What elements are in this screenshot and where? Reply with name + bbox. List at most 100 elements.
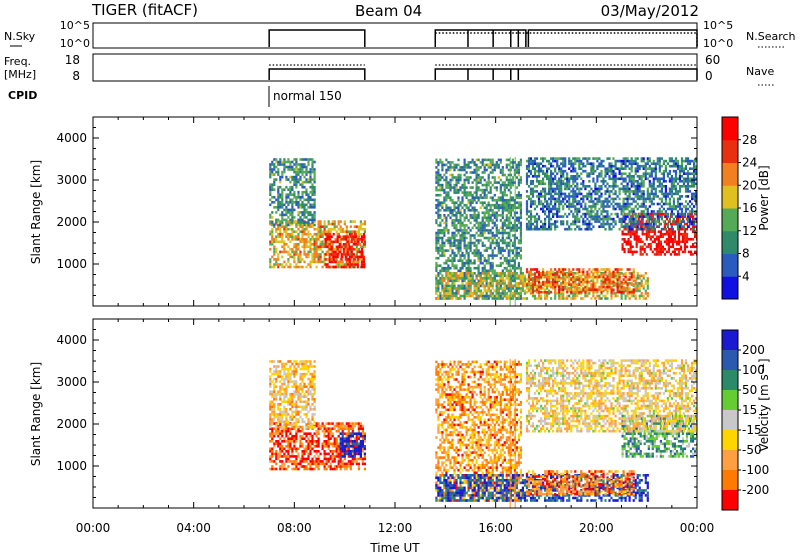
- power-cell: [313, 201, 316, 204]
- power-cell: [469, 284, 472, 288]
- power-cell: [491, 266, 494, 270]
- power-cell: [600, 162, 603, 165]
- power-cell: [301, 238, 304, 241]
- power-cell: [291, 238, 294, 241]
- power-cell: [287, 216, 290, 219]
- power-cell: [439, 221, 442, 225]
- power-cell: [495, 188, 498, 192]
- power-cell: [562, 288, 565, 291]
- power-cell: [269, 222, 272, 226]
- power-cell: [435, 181, 438, 184]
- power-cell: [303, 203, 306, 207]
- power-cell: [340, 245, 343, 249]
- power-cell: [517, 226, 520, 230]
- power-cell: [465, 266, 468, 270]
- power-cell: [661, 245, 664, 249]
- power-cell: [328, 238, 331, 241]
- power-cell: [465, 277, 468, 280]
- power-cell: [560, 180, 563, 183]
- power-cell: [596, 177, 599, 181]
- power-cell: [303, 170, 306, 174]
- power-cell: [463, 264, 466, 267]
- power-cell: [477, 158, 480, 162]
- power-cell: [279, 263, 282, 266]
- power-cell: [501, 254, 504, 257]
- power-cell: [299, 250, 302, 254]
- power-cell: [445, 183, 448, 187]
- power-cell: [459, 274, 462, 278]
- power-cell: [451, 284, 454, 288]
- power-cell: [511, 251, 514, 255]
- power-cell: [568, 200, 571, 203]
- power-cell: [346, 258, 349, 261]
- power-cell: [622, 210, 625, 213]
- power-cell: [560, 162, 563, 165]
- power-cell: [642, 202, 645, 206]
- power-cell: [487, 254, 490, 257]
- power-cell: [475, 188, 478, 192]
- power-cell: [622, 205, 625, 208]
- power-cell: [356, 238, 359, 241]
- power-cell: [435, 186, 438, 189]
- power-cell: [483, 269, 486, 273]
- power-cell: [487, 284, 490, 288]
- power-cell: [283, 260, 286, 264]
- power-cell: [625, 232, 628, 236]
- power-cell: [542, 157, 545, 160]
- power-cell: [345, 232, 348, 236]
- power-cell: [479, 181, 482, 184]
- power-cell: [473, 234, 476, 237]
- power-cell: [582, 207, 585, 211]
- power-cell: [360, 235, 363, 238]
- power-cell: [487, 269, 490, 273]
- power-cell: [501, 234, 504, 237]
- power-cell: [271, 201, 274, 204]
- power-cell: [519, 297, 522, 300]
- power-cell: [311, 178, 314, 181]
- power-cell: [527, 285, 531, 289]
- power-cell: [449, 272, 452, 275]
- power-cell: [533, 280, 537, 284]
- power-cell: [477, 173, 480, 177]
- power-cell: [517, 206, 520, 210]
- power-cell: [554, 177, 557, 181]
- power-cell: [342, 235, 345, 238]
- power-cell: [471, 196, 474, 199]
- power-cell: [602, 207, 605, 211]
- power-cell: [626, 195, 629, 198]
- power-cell: [572, 205, 575, 208]
- power-cell: [564, 157, 567, 160]
- power-cell: [279, 235, 282, 238]
- power-cell: [501, 209, 504, 212]
- power-cell: [519, 176, 522, 179]
- power-cell: [455, 191, 458, 194]
- power-cell: [309, 250, 312, 254]
- power-cell: [665, 230, 668, 233]
- power-cell: [519, 249, 522, 252]
- power-cell: [287, 260, 290, 264]
- power-cell: [637, 217, 640, 221]
- power-cell: [519, 241, 522, 245]
- power-cell: [604, 285, 607, 289]
- power-cell: [622, 202, 625, 206]
- power-cell: [283, 248, 286, 251]
- power-cell: [457, 181, 460, 184]
- power-cell: [437, 203, 440, 207]
- power-cell: [279, 201, 282, 204]
- power-cell: [289, 188, 292, 191]
- power-cell: [671, 250, 674, 254]
- power-cell: [483, 206, 486, 210]
- power-cell: [584, 227, 587, 231]
- power-cell: [499, 272, 502, 275]
- power-cell: [455, 181, 458, 184]
- power-cell: [455, 289, 458, 293]
- power-cell: [572, 297, 575, 300]
- power-cell: [465, 289, 468, 293]
- power-cell: [291, 165, 294, 169]
- power-cell: [342, 248, 345, 251]
- power-cell: [640, 217, 643, 221]
- power-cell: [610, 285, 613, 289]
- power-cell: [622, 273, 625, 276]
- power-cell: [465, 191, 468, 194]
- power-cell: [352, 248, 355, 251]
